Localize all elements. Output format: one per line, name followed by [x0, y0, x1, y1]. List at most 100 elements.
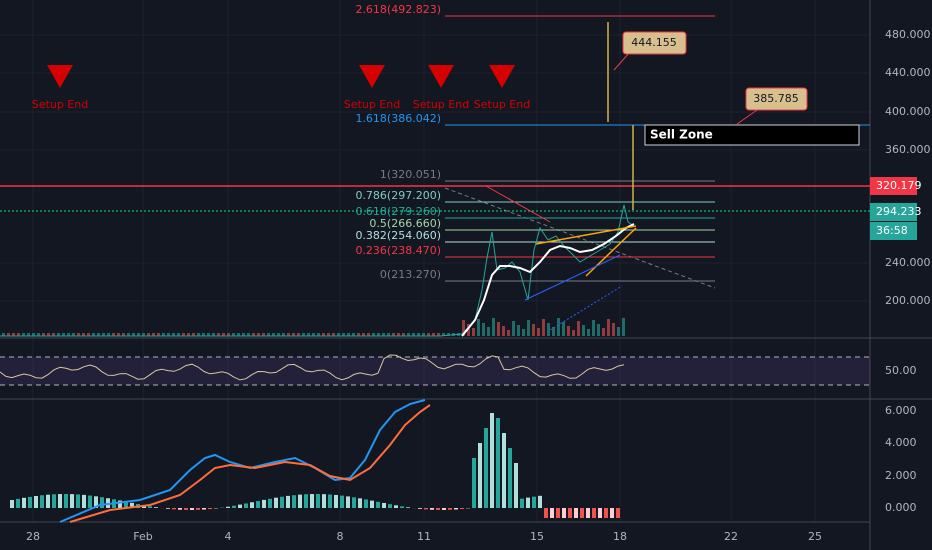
histogram-bar [370, 500, 374, 508]
callout [745, 87, 808, 111]
volume-bar [547, 323, 550, 336]
volume-bar [572, 330, 575, 336]
volume-bar [447, 333, 450, 336]
histogram-bar [88, 495, 92, 508]
volume-bar [97, 333, 100, 336]
histogram-bar [346, 496, 350, 508]
price-label: 480.000 [885, 28, 931, 41]
volume-bar [52, 333, 55, 336]
volume-bar [362, 333, 365, 336]
volume-bar [137, 333, 140, 336]
price-label: 360.000 [885, 143, 931, 156]
histogram-bar [148, 506, 152, 508]
histogram-bar [94, 496, 98, 508]
fib-label: 1(320.051) [380, 168, 441, 181]
setup-label: Setup End [32, 98, 88, 111]
rsi-axis-label: 50.00 [885, 364, 917, 377]
volume-bar [387, 333, 390, 336]
volume-bar [562, 322, 565, 336]
histogram-bar [130, 502, 134, 508]
volume-bar [587, 329, 590, 336]
histogram-bar [268, 498, 272, 508]
volume-bar [527, 320, 530, 336]
volume-bar [337, 333, 340, 336]
histogram-bar [166, 508, 170, 509]
rsi-band [0, 357, 870, 385]
volume-bar [82, 333, 85, 336]
volume-bar [17, 333, 20, 336]
macd-histogram [10, 413, 620, 518]
signal-line [69, 404, 431, 523]
date-label: 28 [26, 530, 40, 543]
sell-zone-box [644, 124, 860, 146]
fib-label: 0.786(297.200) [355, 189, 441, 202]
histogram-bar [544, 508, 548, 518]
volume-bar [507, 330, 510, 336]
volume-bar [437, 333, 440, 336]
histogram-bar [40, 495, 44, 508]
histogram-bar [442, 508, 446, 510]
volume-bar [432, 333, 435, 336]
histogram-bar [232, 505, 236, 508]
volume-bar [277, 333, 280, 336]
volume-bar [157, 333, 160, 336]
callout-pointer [613, 51, 631, 71]
histogram-bar [352, 497, 356, 508]
volume-bar [357, 333, 360, 336]
volume-bar [112, 333, 115, 336]
volume-bar [477, 319, 480, 336]
triangle-upper [535, 225, 637, 245]
volume-bar [177, 333, 180, 336]
price-label: 200.000 [885, 294, 931, 307]
histogram-bar [394, 505, 398, 508]
setup-markers: Setup End Setup End Setup End Setup End [32, 65, 530, 111]
histogram-bar [250, 502, 254, 508]
date-label: 8 [337, 530, 344, 543]
volume-bar [192, 333, 195, 336]
volume-bar [187, 333, 190, 336]
date-label: 15 [530, 530, 544, 543]
volume-bar [352, 333, 355, 336]
volume-bar [617, 327, 620, 336]
volume-bar [72, 333, 75, 336]
volume-bar [212, 333, 215, 336]
setup-triangle [489, 65, 515, 88]
histogram-bar [448, 508, 452, 510]
histogram-bar [598, 508, 602, 518]
histogram-bar [34, 495, 38, 508]
volume-bar [602, 328, 605, 336]
histogram-bar [568, 508, 572, 518]
volume-bar [367, 333, 370, 336]
volume-bar [302, 333, 305, 336]
volume-bar [567, 326, 570, 336]
volume-bar [407, 333, 410, 336]
volume-bar [32, 333, 35, 336]
histogram-bar [484, 428, 488, 508]
volume-bar [297, 333, 300, 336]
histogram-bar [310, 494, 314, 508]
volume-bar [382, 333, 385, 336]
volume-bar [267, 333, 270, 336]
histogram-bar [520, 498, 524, 508]
volume-bar [122, 333, 125, 336]
histogram-bar [28, 496, 32, 508]
histogram-bar [52, 494, 56, 508]
histogram-bar [190, 508, 194, 510]
histogram-bar [430, 508, 434, 510]
macd-label: 6.000 [885, 404, 917, 417]
histogram-bar [58, 494, 62, 508]
volume-bar [597, 324, 600, 336]
volume-bar [607, 319, 610, 336]
volume-bar [132, 333, 135, 336]
volume-bar [312, 333, 315, 336]
volume-bar [252, 333, 255, 336]
histogram-bar [10, 500, 14, 508]
volume-bar [87, 333, 90, 336]
setup-triangle [428, 65, 454, 88]
volume-bar [172, 333, 175, 336]
volume-bar [327, 333, 330, 336]
volume-bar [92, 333, 95, 336]
volume-bar [142, 333, 145, 336]
volume-bar [257, 333, 260, 336]
volume-bar [37, 333, 40, 336]
